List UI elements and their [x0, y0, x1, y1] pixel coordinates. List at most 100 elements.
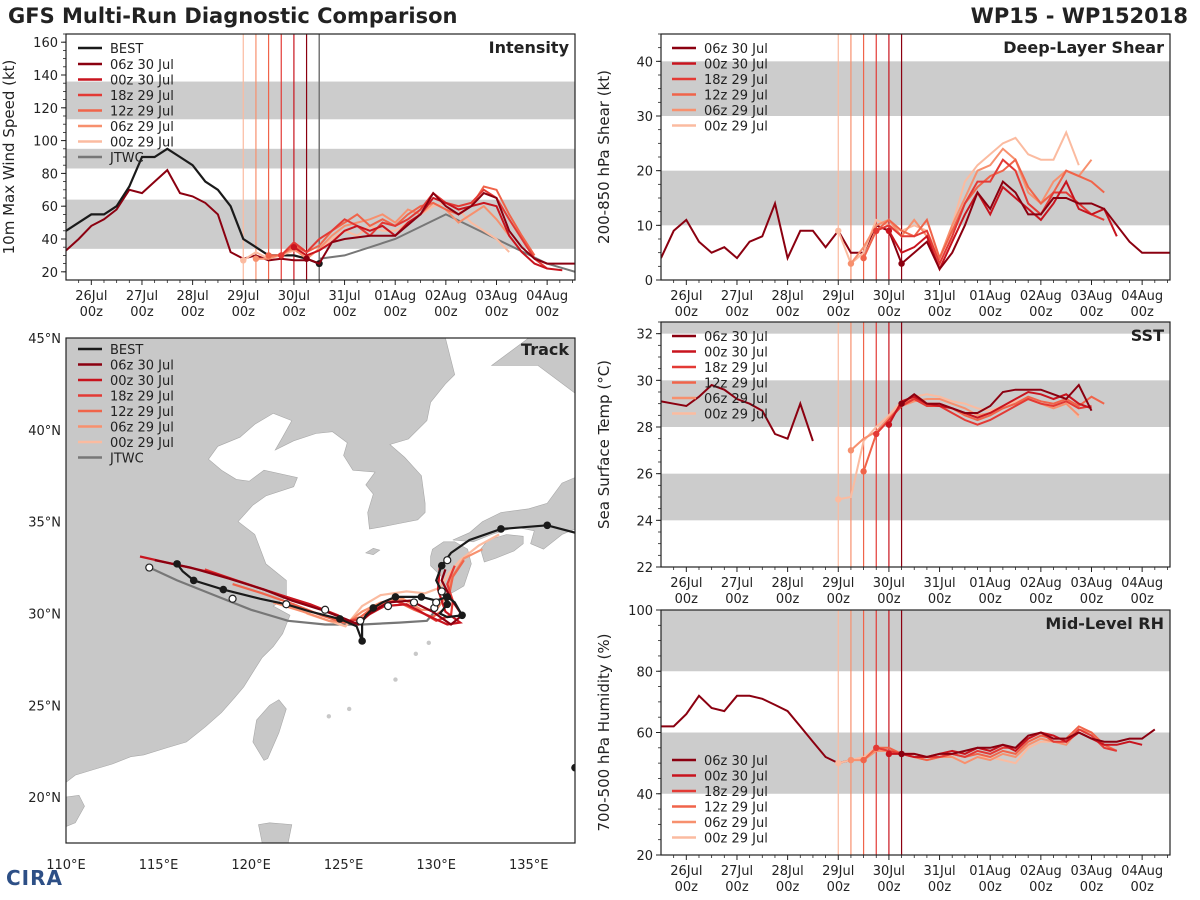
intensity-series-start-4 [252, 255, 260, 262]
sst-ytick-label-3: 28 [636, 421, 653, 436]
sst-series-2 [875, 397, 1092, 435]
shear-panel: 01020304026Jul00z27Jul00z28Jul00z29Jul00… [595, 33, 1171, 320]
sst-title: SST [1131, 326, 1164, 345]
intensity-xtick-sublabel-1: 00z [130, 305, 154, 320]
track-xtick-label-5: 135°E [509, 858, 549, 873]
shear-xtick-sublabel-2: 00z [776, 305, 800, 320]
intensity-series-start-1 [290, 244, 298, 251]
shear-xtick-sublabel-3: 00z [827, 305, 851, 320]
island-2 [426, 640, 431, 646]
sst-xtick-label-8: 03Aug [1071, 576, 1113, 591]
shear-xtick-label-6: 01Aug [969, 289, 1011, 304]
track-legend-jtwc: JTWC [109, 452, 144, 467]
rh-series-start-4 [847, 756, 855, 764]
shear-ytick-label-4: 40 [636, 55, 653, 70]
intensity-xtick-sublabel-2: 00z [181, 305, 205, 320]
shear-ytick-label-1: 10 [636, 219, 653, 234]
track-frame [65, 337, 576, 844]
rh-legend-label-2: 18z 29 Jul [704, 785, 768, 800]
sst-series-start-0 [898, 400, 905, 407]
rh-ytick-label-2: 60 [636, 727, 653, 742]
sst-legend-label-5: 00z 29 Jul [704, 408, 768, 423]
track-open-dot-8 [437, 587, 446, 596]
track-best-dot-7 [391, 593, 400, 601]
shear-series-start-5 [835, 227, 842, 234]
sst-xtick-sublabel-0: 00z [675, 592, 699, 607]
track-ytick-label-1: 25°N [28, 699, 61, 714]
intensity-ytick-label-0: 20 [41, 266, 58, 281]
shear-xtick-sublabel-1: 00z [725, 305, 749, 320]
shear-ytick-label-3: 30 [636, 110, 653, 125]
land-mass-6 [66, 794, 85, 827]
rh-xtick-label-5: 31Jul [923, 864, 955, 879]
shear-ytick-label-0: 0 [645, 274, 653, 289]
track-legend-label-1: 00z 30 Jul [110, 374, 174, 389]
shear-xtick-sublabel-5: 00z [928, 305, 952, 320]
rh-legend-label-0: 06z 30 Jul [704, 754, 768, 769]
intensity-legend-label-5: 00z 29 Jul [110, 136, 174, 151]
intensity-series-0 [306, 191, 575, 265]
sst-xtick-sublabel-9: 00z [1130, 592, 1154, 607]
sst-xtick-sublabel-2: 00z [776, 592, 800, 607]
shear-legend-label-5: 00z 29 Jul [704, 120, 768, 135]
shear-series-start-1 [885, 227, 893, 234]
intensity-band-2 [66, 81, 575, 120]
track-best-dot-15 [571, 763, 575, 772]
rh-xtick-label-6: 01Aug [969, 864, 1011, 879]
shear-series-2 [875, 158, 1105, 267]
shear-legend-label-3: 12z 29 Jul [704, 89, 768, 104]
track-xtick-label-3: 125°E [324, 858, 364, 873]
rh-ytick-label-4: 100 [628, 604, 653, 619]
sst-frame [660, 321, 1171, 568]
shear-plot-area [661, 34, 1170, 280]
rh-xtick-label-0: 26Jul [670, 864, 702, 879]
intensity-xtick-sublabel-9: 00z [535, 305, 559, 320]
land-mass-0 [66, 338, 456, 783]
intensity-series-start-2 [278, 252, 285, 259]
land-mass-4 [452, 477, 575, 550]
track-best-dot-8 [369, 604, 378, 612]
track-panel: Track 20°N 25°N 30°N 35°N 40°N 45°N 110°E 115°E 1… [28, 332, 576, 873]
track-open-dot-4 [356, 616, 365, 625]
sst-xtick-sublabel-3: 00z [827, 592, 851, 607]
track-best-dot-2 [437, 561, 446, 570]
track-open-dot-9 [443, 556, 452, 565]
shear-series-start-3 [860, 254, 867, 262]
island-0 [393, 677, 398, 682]
intensity-panel: 2040608010012014016026Jul00z27Jul00z28Ju… [0, 33, 576, 320]
intensity-xtick-label-2: 28Jul [176, 289, 208, 304]
rh-legend-label-4: 06z 29 Jul [704, 816, 768, 831]
sst-xtick-label-7: 02Aug [1020, 576, 1062, 591]
intensity-legend-best: BEST [110, 42, 143, 57]
rh-xtick-sublabel-2: 00z [776, 880, 800, 895]
track-run-4 [272, 548, 483, 624]
sst-legend-label-1: 00z 30 Jul [704, 346, 768, 361]
sst-xtick-label-1: 27Jul [721, 576, 753, 591]
shear-legend-label-2: 18z 29 Jul [704, 73, 768, 88]
shear-series-start-4 [847, 260, 855, 267]
storm-id: WP15 - WP152018 [970, 4, 1188, 28]
track-open-dot-3 [321, 605, 330, 614]
intensity-series-4 [255, 201, 523, 260]
intensity-xtick-label-1: 27Jul [126, 289, 158, 304]
shear-series-0 [900, 179, 1170, 272]
intensity-legend-jtwc: JTWC [109, 151, 144, 166]
island-5 [346, 706, 352, 712]
track-best-dot-3 [443, 600, 452, 609]
shear-legend-label-1: 00z 30 Jul [704, 58, 768, 73]
rh-band-1 [661, 610, 1170, 672]
page-title: GFS Multi-Run Diagnostic Comparison [8, 4, 458, 28]
track-best-dot-4 [458, 611, 466, 620]
intensity-band-1 [66, 148, 575, 169]
rh-xtick-label-3: 29Jul [822, 864, 854, 879]
sst-legend-label-3: 12z 29 Jul [704, 377, 768, 392]
rh-ytick-label-0: 20 [636, 849, 653, 864]
sst-ytick-label-1: 24 [636, 514, 653, 529]
track-open-dot-2 [282, 600, 291, 609]
intensity-xtick-label-7: 02Aug [425, 289, 467, 304]
track-open-dot-0 [145, 563, 154, 572]
rh-xtick-sublabel-4: 00z [877, 880, 901, 895]
sst-series-0 [901, 383, 1093, 414]
track-xtick-label-0: 110°E [46, 858, 86, 873]
rh-series-start-2 [873, 744, 880, 752]
